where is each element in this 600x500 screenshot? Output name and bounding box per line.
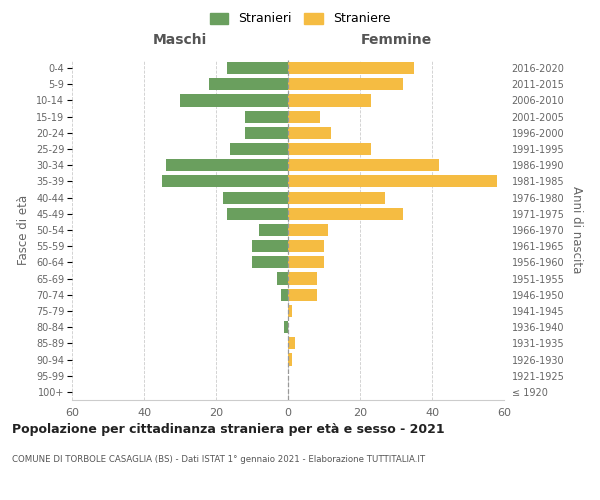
Bar	[288, 78, 403, 90]
Bar	[288, 240, 324, 252]
Bar	[209, 78, 288, 90]
Bar	[288, 272, 317, 284]
Bar	[288, 110, 320, 122]
Bar	[252, 240, 288, 252]
Bar	[288, 288, 317, 301]
Text: Femmine: Femmine	[361, 33, 431, 47]
Bar	[288, 224, 328, 236]
Y-axis label: Fasce di età: Fasce di età	[17, 195, 31, 265]
Bar	[288, 208, 403, 220]
Bar	[245, 110, 288, 122]
Bar	[288, 159, 439, 172]
Text: Popolazione per cittadinanza straniera per età e sesso - 2021: Popolazione per cittadinanza straniera p…	[12, 422, 445, 436]
Bar	[288, 256, 324, 268]
Bar	[227, 208, 288, 220]
Bar	[223, 192, 288, 203]
Bar	[166, 159, 288, 172]
Bar	[284, 321, 288, 333]
Bar	[230, 143, 288, 155]
Legend: Stranieri, Straniere: Stranieri, Straniere	[206, 8, 394, 29]
Y-axis label: Anni di nascita: Anni di nascita	[570, 186, 583, 274]
Bar	[281, 288, 288, 301]
Bar	[288, 176, 497, 188]
Bar	[288, 143, 371, 155]
Bar	[288, 338, 295, 349]
Bar	[227, 62, 288, 74]
Bar	[288, 94, 371, 106]
Bar	[288, 192, 385, 203]
Bar	[277, 272, 288, 284]
Bar	[288, 305, 292, 317]
Bar	[288, 127, 331, 139]
Bar	[252, 256, 288, 268]
Bar	[288, 354, 292, 366]
Bar	[180, 94, 288, 106]
Bar	[259, 224, 288, 236]
Bar	[162, 176, 288, 188]
Text: Maschi: Maschi	[153, 33, 207, 47]
Text: COMUNE DI TORBOLE CASAGLIA (BS) - Dati ISTAT 1° gennaio 2021 - Elaborazione TUTT: COMUNE DI TORBOLE CASAGLIA (BS) - Dati I…	[12, 455, 425, 464]
Bar	[288, 62, 414, 74]
Bar	[245, 127, 288, 139]
